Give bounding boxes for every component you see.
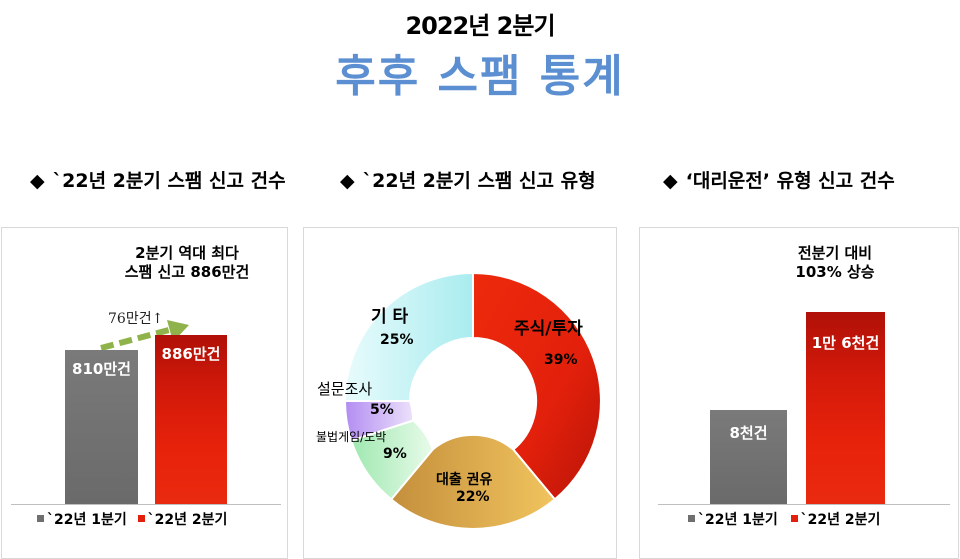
segment-label-other: 기 타	[371, 307, 409, 327]
bar-q2: 886만건	[155, 335, 227, 504]
x-axis-line	[658, 504, 950, 505]
report-subtitle: 2022년 2분기	[405, 12, 555, 40]
segment-pct-other: 25%	[380, 332, 414, 348]
legend-label: `22년 2분기	[800, 512, 881, 528]
increase-label: 76만건↑	[108, 311, 164, 327]
legend-label: `22년 2분기	[147, 512, 228, 528]
driver-annotation: 전분기 대비 103% 상승	[760, 244, 910, 282]
diamond-bullet-icon: ◆	[30, 170, 45, 192]
bar-value-label: 8천건	[729, 424, 768, 442]
segment-other	[343, 271, 474, 402]
segment-label-stock: 주식/투자	[514, 319, 583, 339]
section-heading-text: `22년 2분기 스팸 신고 건수	[52, 170, 286, 192]
bar-value-label: 1만 6천건	[811, 334, 880, 352]
bar-q1: 810만건	[65, 350, 138, 504]
legend-swatch-red-icon	[137, 515, 145, 522]
annotation-line: 103% 상승	[795, 263, 875, 281]
annotation-line: 2분기 역대 최다	[135, 244, 239, 262]
legend-swatch-red-icon	[790, 515, 798, 522]
legend-label: `22년 1분기	[698, 512, 778, 528]
bar-value-label: 886만건	[161, 345, 221, 363]
spam-count-annotation: 2분기 역대 최다 스팸 신고 886만건	[102, 244, 272, 282]
spam-count-chart-panel: 2분기 역대 최다 스팸 신고 886만건 76만건↑ 810만건 886만건 …	[1, 227, 288, 559]
diamond-bullet-icon: ◆	[663, 170, 678, 192]
x-axis-line	[11, 504, 281, 505]
spam-type-donut-panel: 주식/투자 39% 대출 권유 22% 불법게임/도박 9% 설문조사 5% 기…	[303, 227, 617, 559]
bar-q2: 1만 6천건	[806, 312, 885, 504]
legend-swatch-gray-icon	[37, 515, 44, 522]
segment-label-survey: 설문조사	[317, 380, 373, 398]
report-title: 후후 스팸 통계	[335, 51, 625, 102]
legend-swatch-gray-icon	[688, 515, 695, 522]
donut-chart	[343, 271, 602, 530]
bar-q1: 8천건	[710, 410, 787, 504]
segment-pct-gambling: 9%	[383, 446, 407, 462]
segment-pct-survey: 5%	[370, 402, 394, 418]
diamond-bullet-icon: ◆	[340, 170, 355, 192]
segment-pct-loan: 22%	[456, 489, 490, 505]
segment-stock-investment	[472, 271, 602, 501]
bar-value-label: 810만건	[72, 360, 131, 378]
annotation-line: 전분기 대비	[797, 244, 873, 262]
segment-loan-solicitation	[389, 433, 557, 530]
annotation-line: 스팸 신고 886만건	[124, 263, 250, 281]
legend: `22년 1분기 `22년 2분기	[688, 509, 880, 529]
section-heading-text: `22년 2분기 스팸 신고 유형	[362, 170, 596, 192]
section-heading-text: ‘대리운전’ 유형 신고 건수	[685, 170, 895, 192]
segment-pct-stock: 39%	[544, 352, 578, 368]
segment-label-gambling: 불법게임/도박	[316, 430, 387, 444]
segment-label-loan: 대출 권유	[436, 472, 493, 488]
section-heading-designated-driver: ◆ ‘대리운전’ 유형 신고 건수	[663, 166, 895, 193]
section-heading-spam-type: ◆ `22년 2분기 스팸 신고 유형	[340, 166, 596, 193]
section-heading-spam-count: ◆ `22년 2분기 스팸 신고 건수	[30, 166, 286, 193]
designated-driver-chart-panel: 전분기 대비 103% 상승 8천건 1만 6천건 `22년 1분기 `22년 …	[639, 227, 959, 559]
legend-label: `22년 1분기	[47, 512, 127, 528]
legend: `22년 1분기 `22년 2분기	[37, 509, 227, 529]
